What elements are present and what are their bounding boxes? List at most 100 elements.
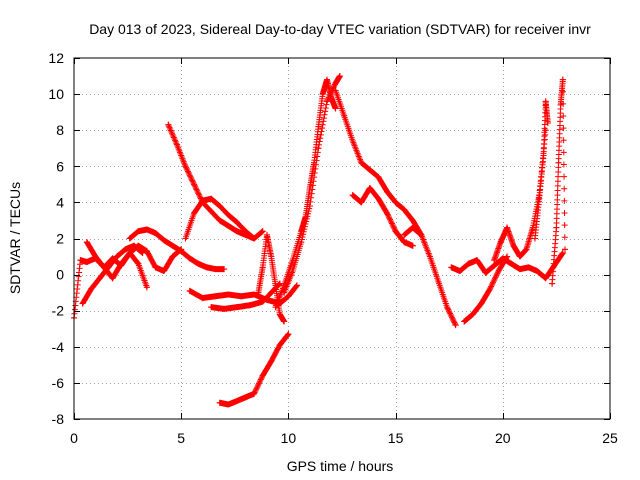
data-point xyxy=(191,210,198,217)
data-point xyxy=(109,275,116,282)
x-tick-label: 5 xyxy=(177,430,185,446)
data-point xyxy=(221,305,228,312)
data-point xyxy=(268,358,275,365)
data-point xyxy=(542,98,549,105)
series-arc-flat-2 xyxy=(208,280,283,312)
data-point xyxy=(366,166,373,173)
data-point xyxy=(238,293,245,300)
data-point xyxy=(126,235,133,242)
data-point xyxy=(212,293,219,300)
data-point xyxy=(469,311,476,318)
data-point xyxy=(392,199,399,206)
x-tick-label: 15 xyxy=(388,430,404,446)
data-point xyxy=(212,266,219,273)
data-point xyxy=(534,267,541,274)
data-point xyxy=(169,253,176,260)
data-point xyxy=(208,208,215,215)
data-point xyxy=(135,260,142,267)
data-point xyxy=(523,246,530,253)
data-point xyxy=(358,199,365,206)
data-points xyxy=(71,73,568,408)
plot-frame xyxy=(73,57,611,420)
data-point xyxy=(233,219,240,226)
data-point xyxy=(409,224,416,231)
data-point xyxy=(366,184,373,191)
data-point xyxy=(233,304,240,311)
plot-area xyxy=(71,73,568,408)
data-point xyxy=(298,239,305,246)
series-arc-spike-9 xyxy=(255,231,288,325)
data-point xyxy=(281,318,288,325)
data-point xyxy=(559,249,566,256)
data-point xyxy=(259,298,266,305)
data-point xyxy=(491,262,498,269)
data-point xyxy=(504,224,511,231)
data-point xyxy=(221,266,228,273)
data-point xyxy=(435,278,442,285)
data-point xyxy=(482,269,489,276)
data-point xyxy=(336,73,343,80)
series-arc-dip-17 xyxy=(401,224,459,329)
data-point xyxy=(486,286,493,293)
data-point xyxy=(272,304,279,311)
data-point xyxy=(529,224,536,231)
data-point xyxy=(135,242,142,249)
data-point xyxy=(143,284,150,291)
data-point xyxy=(216,399,223,406)
data-point xyxy=(516,266,523,273)
data-point xyxy=(516,253,523,260)
y-tick-label: 2 xyxy=(56,231,64,247)
data-point xyxy=(504,253,511,260)
data-point xyxy=(461,318,468,325)
series-arc-main-rise-2 xyxy=(281,73,343,296)
data-point xyxy=(418,231,425,238)
y-tick-label: 12 xyxy=(48,50,64,66)
data-point xyxy=(285,331,292,338)
data-point xyxy=(392,228,399,235)
data-point xyxy=(478,300,485,307)
data-point xyxy=(549,280,556,287)
data-point xyxy=(452,322,459,329)
x-tick-label: 20 xyxy=(495,430,511,446)
data-point xyxy=(497,239,504,246)
series-arc-late-low xyxy=(461,253,511,325)
data-point xyxy=(83,239,90,246)
data-point xyxy=(401,206,408,213)
x-tick-label: 25 xyxy=(602,430,618,446)
y-tick-label: -2 xyxy=(52,303,65,319)
data-point xyxy=(561,246,568,253)
data-point xyxy=(474,257,481,264)
data-point xyxy=(525,264,532,271)
data-point xyxy=(444,304,451,311)
data-point xyxy=(358,159,365,166)
data-point xyxy=(135,228,142,235)
data-point xyxy=(315,123,322,130)
data-point xyxy=(557,101,564,108)
data-point xyxy=(510,242,517,249)
series-arc-descent-2 xyxy=(349,184,416,249)
data-point xyxy=(246,302,253,309)
data-point xyxy=(319,91,326,98)
data-point xyxy=(152,230,159,237)
data-point xyxy=(242,394,249,401)
data-point xyxy=(540,152,547,159)
data-point xyxy=(225,291,232,298)
chart-title: Day 013 of 2023, Sidereal Day-to-day VTE… xyxy=(89,21,591,37)
data-point xyxy=(555,159,562,166)
series-arc-deep-low xyxy=(216,331,292,408)
data-point xyxy=(83,258,90,265)
data-point xyxy=(375,174,382,181)
data-point xyxy=(456,267,463,274)
data-point xyxy=(495,267,502,274)
y-tick-label: -6 xyxy=(52,375,65,391)
data-point xyxy=(233,228,240,235)
data-point xyxy=(536,195,543,202)
series-arc-spike-23 xyxy=(549,76,568,287)
y-tick-label: 8 xyxy=(56,122,64,138)
data-point xyxy=(251,291,258,298)
data-point xyxy=(143,226,150,233)
data-point xyxy=(285,293,292,300)
data-point xyxy=(199,295,206,302)
